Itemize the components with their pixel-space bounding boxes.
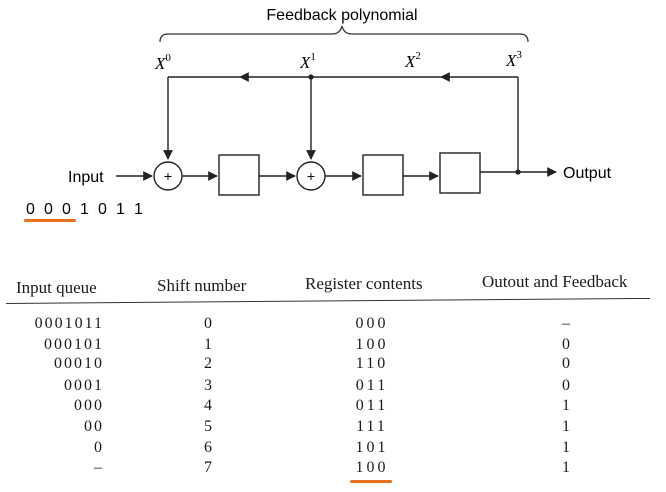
shift-number-cell: 1 (204, 336, 212, 353)
input-queue-cell: 0001 (64, 377, 104, 394)
input-bit: 0 (62, 201, 71, 218)
shift-number-cell: 0 (204, 315, 212, 332)
register-stage-2 (362, 154, 404, 196)
input-bit: 1 (134, 201, 143, 218)
input-sequence: 0 0 0 1 0 1 1 (26, 201, 143, 218)
input-queue-cell: – (94, 459, 104, 476)
svg-text:+: + (307, 168, 315, 184)
register-contents-cell: 000 (355, 315, 389, 332)
title-brace (159, 25, 529, 43)
register-contents-cell: 110 (355, 355, 389, 372)
header-shift-number: Shift number (157, 276, 247, 295)
input-queue-cell: 000 (74, 397, 104, 414)
input-label: Input (68, 169, 104, 186)
shift-number-cell: 2 (204, 355, 212, 372)
junction-dot-x1 (308, 74, 314, 80)
tap-label-x3: X3 (505, 49, 522, 70)
diagram-title: Feedback polynomial (266, 7, 417, 24)
register-highlight-underline (350, 480, 392, 483)
register-contents-cell: 101 (355, 439, 389, 456)
output-feedback-cell: 0 (562, 377, 570, 394)
input-queue-cell: 00010 (54, 355, 104, 372)
input-queue-cell: 0001011 (34, 315, 104, 332)
output-feedback-cell: 1 (562, 459, 570, 476)
tap-label-x1: X1 (299, 51, 316, 72)
output-feedback-cell: 0 (562, 355, 570, 372)
header-input-queue: Input queue (16, 278, 97, 297)
register-contents-cell: 100 (355, 459, 389, 476)
input-bit: 1 (80, 201, 89, 218)
output-feedback-cell: 1 (562, 418, 570, 435)
input-bit: 0 (26, 201, 35, 218)
shift-number-cell: 3 (204, 377, 212, 394)
shift-number-cell: 6 (204, 439, 212, 456)
shift-number-cell: 4 (204, 397, 212, 414)
input-bit: 1 (116, 201, 125, 218)
output-feedback-cell: 1 (562, 439, 570, 456)
header-rule (5, 297, 650, 304)
input-queue-cell: 0 (94, 439, 104, 456)
register-contents-cell: 011 (355, 377, 389, 394)
input-queue-cell: 00 (84, 418, 104, 435)
output-label: Output (563, 165, 612, 182)
xor-adder-0: + (153, 161, 183, 191)
header-output-feedback: Outout and Feedback (482, 272, 628, 291)
svg-text:+: + (164, 168, 172, 184)
shift-number-cell: 5 (204, 418, 212, 435)
output-feedback-cell: – (562, 315, 570, 332)
register-stage-3 (439, 152, 481, 194)
register-contents-cell: 111 (356, 418, 388, 435)
shift-table: Input queue Shift number Register conten… (0, 262, 666, 492)
input-bit: 0 (44, 201, 53, 218)
tap-label-x0: X0 (154, 52, 171, 73)
input-queue-cell: 000101 (44, 336, 104, 353)
register-contents-cell: 100 (355, 336, 389, 353)
input-highlight-underline (24, 219, 76, 222)
lfsr-diagram: Feedback polynomial X0 X1 X2 X3 Input + … (24, 7, 612, 222)
register-stage-1 (218, 154, 260, 196)
header-register-contents: Register contents (305, 274, 423, 293)
xor-adder-1: + (296, 161, 326, 191)
tap-label-x2: X2 (404, 50, 421, 71)
register-contents-cell: 011 (355, 397, 389, 414)
input-bit: 0 (98, 201, 107, 218)
output-feedback-cell: 1 (562, 397, 570, 414)
shift-number-cell: 7 (204, 459, 212, 476)
output-feedback-cell: 0 (562, 336, 570, 353)
